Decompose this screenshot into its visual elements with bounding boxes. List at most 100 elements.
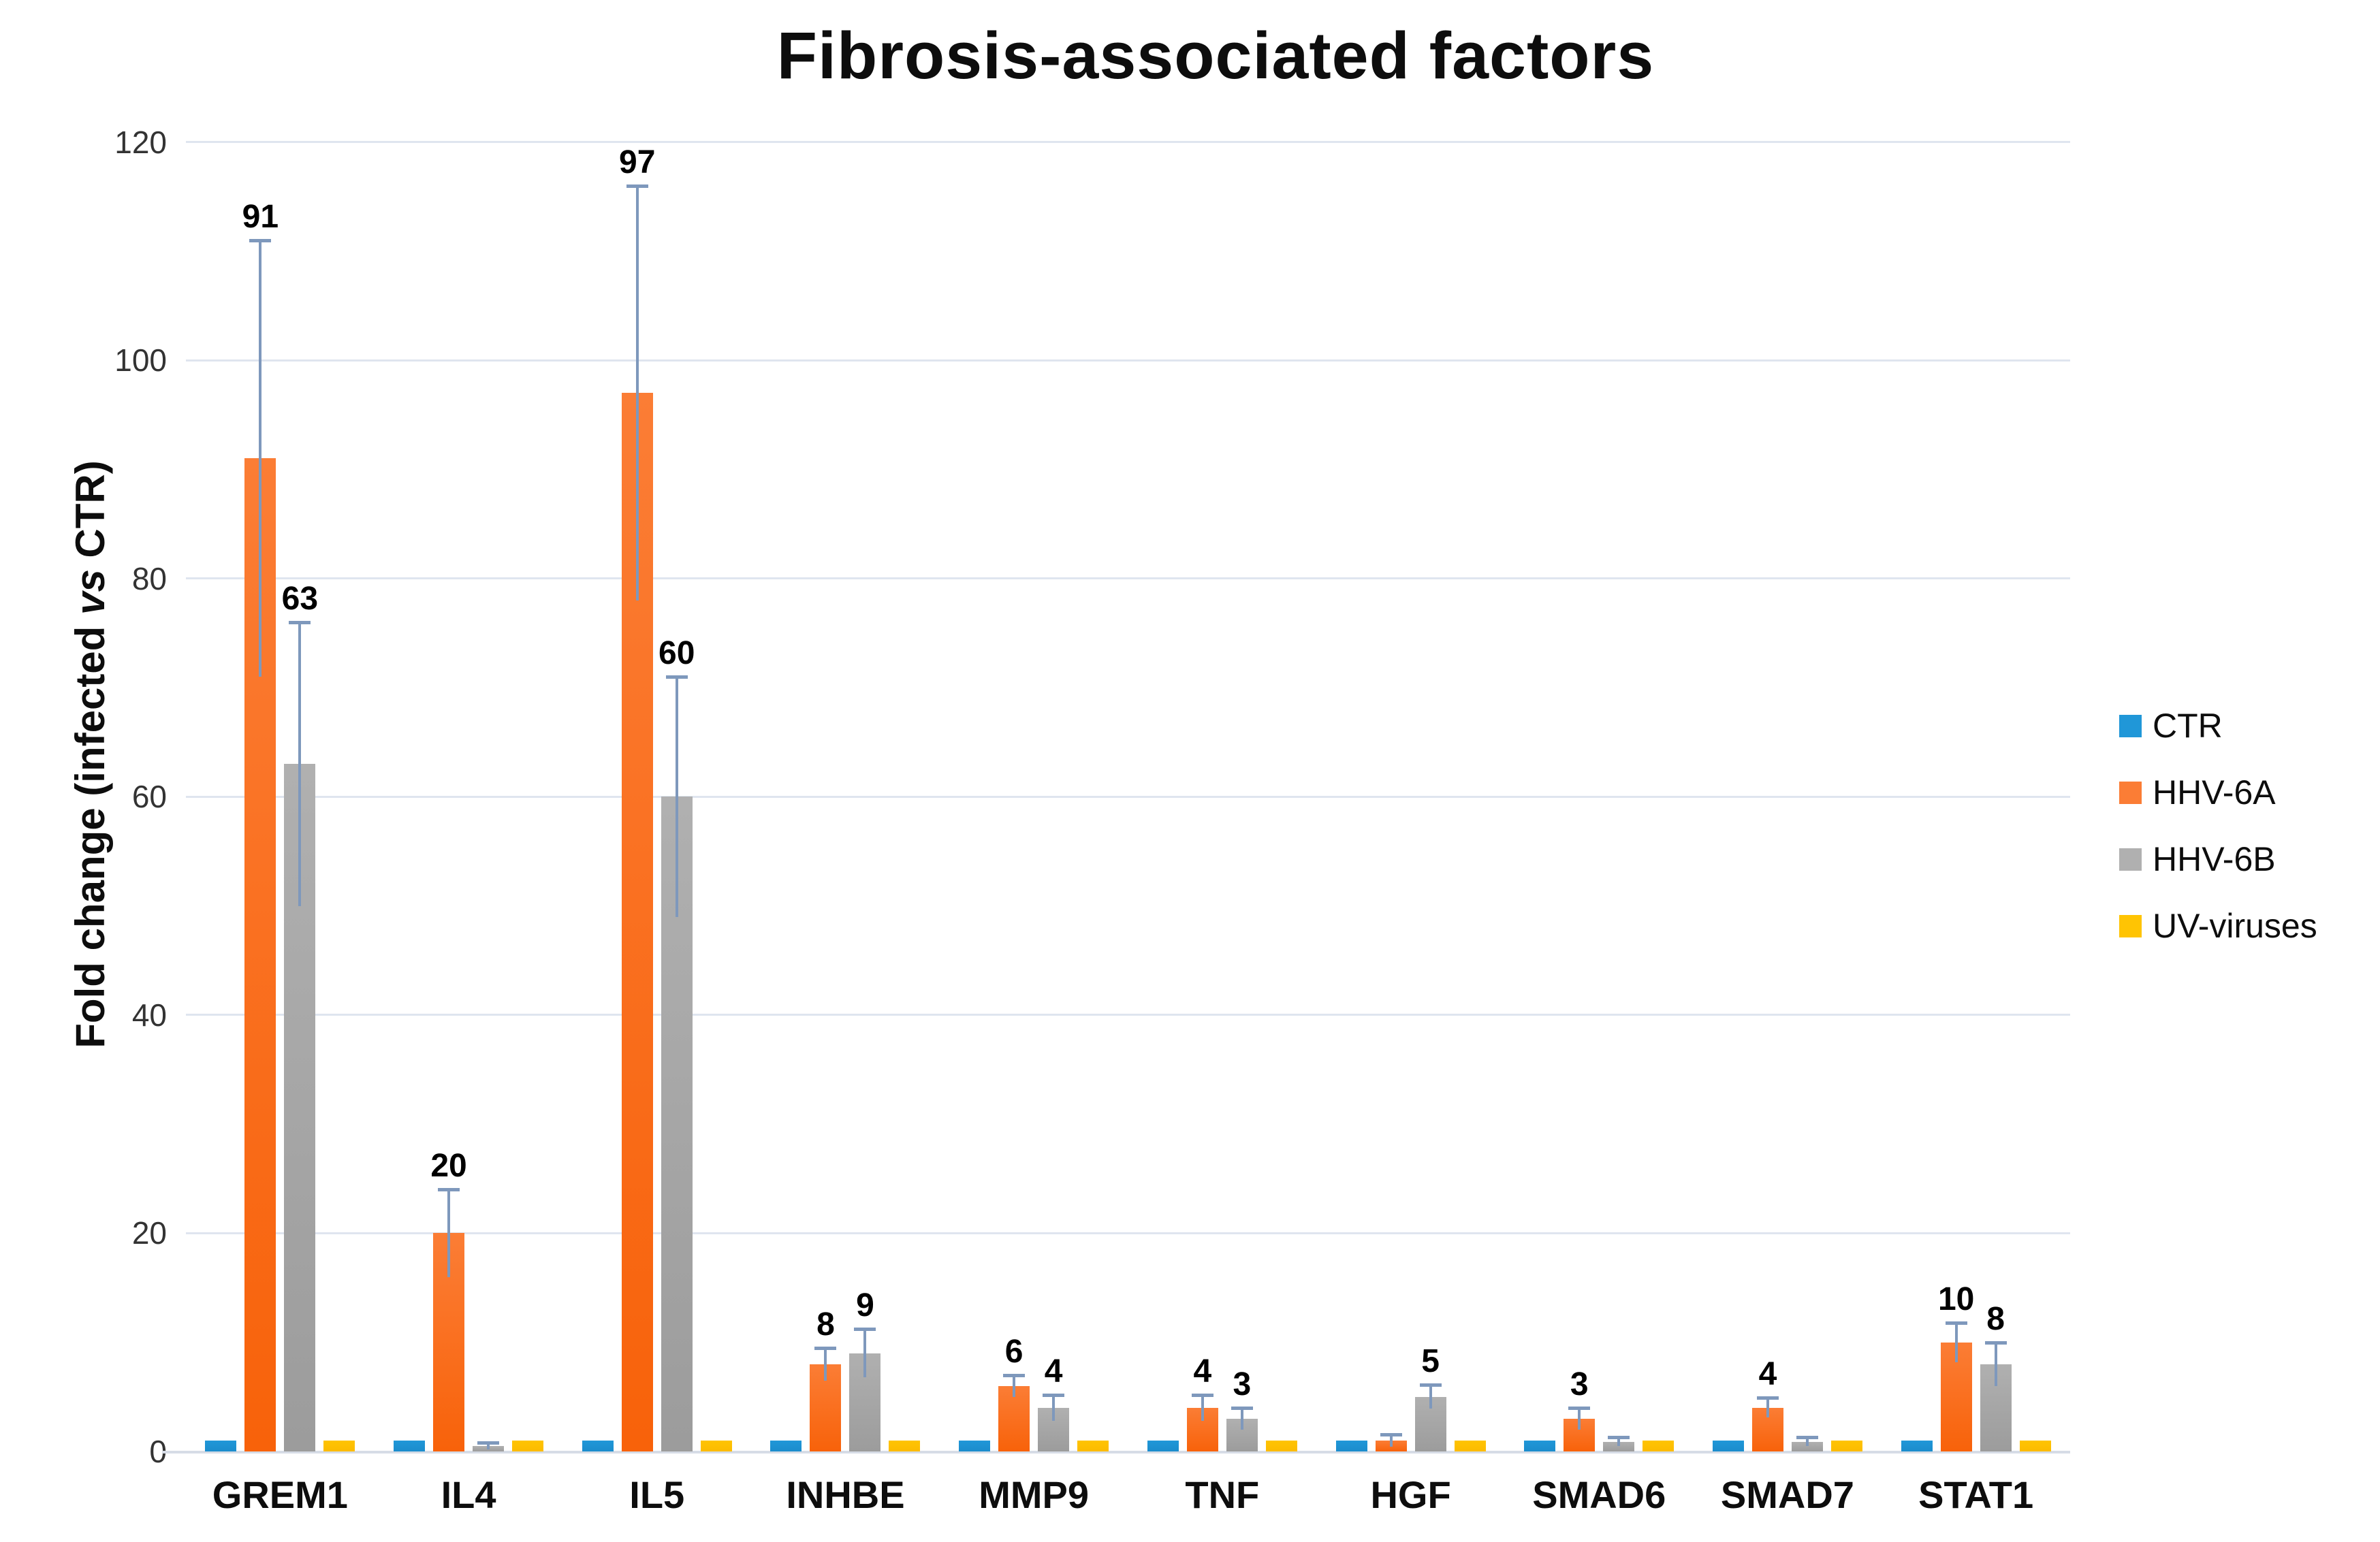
- bar-hhv-6b-smad6: [1603, 1441, 1635, 1451]
- bar-ctr-mmp9: [959, 1440, 991, 1451]
- legend-item-hhv-6a: HHV-6A: [2119, 773, 2317, 812]
- bar-ctr-il4: [394, 1440, 426, 1451]
- bar-value-label: 4: [1193, 1353, 1212, 1390]
- bar-uv-viruses-il4: [512, 1440, 544, 1451]
- bar-value-label: 63: [281, 580, 319, 617]
- bar-uv-viruses-inhbe: [889, 1440, 921, 1451]
- error-bar: [1578, 1407, 1581, 1430]
- error-bar: [1052, 1394, 1056, 1421]
- y-tick-label: 60: [131, 779, 167, 815]
- bar-value-label: 60: [659, 635, 695, 672]
- error-bar-cap: [1568, 1406, 1591, 1410]
- legend: CTR HHV-6A HHV-6B UV-viruses: [2119, 707, 2317, 975]
- error-bar-cap: [854, 1328, 876, 1332]
- error-bar-cap: [1419, 1383, 1442, 1387]
- gridline: [186, 577, 2070, 580]
- legend-item-hhv-6b: HHV-6B: [2119, 840, 2317, 878]
- error-bar-cap: [289, 620, 311, 624]
- bar-value-label: 97: [619, 144, 656, 180]
- x-tick-label-mmp9: MMP9: [979, 1473, 1090, 1516]
- bar-value-label: 5: [1421, 1343, 1440, 1380]
- gridline: [186, 359, 2070, 362]
- bar-uv-viruses-hgf: [1454, 1440, 1486, 1451]
- bar-value-label: 10: [1937, 1281, 1975, 1317]
- x-tick-label-hgf: HGF: [1370, 1473, 1451, 1516]
- error-bar-cap: [1796, 1436, 1818, 1440]
- error-bar-cap: [665, 675, 688, 679]
- bar-value-label: 4: [1758, 1356, 1777, 1393]
- error-bar: [259, 240, 262, 677]
- error-bar-cap: [438, 1188, 460, 1192]
- y-tick-label: 100: [114, 342, 167, 379]
- bar-value-label: 8: [816, 1306, 835, 1343]
- bar-value-label: 3: [1233, 1366, 1252, 1402]
- chart-title: Fibrosis-associated factors: [776, 18, 1655, 93]
- error-bar: [447, 1189, 451, 1277]
- x-tick-label-il4: IL4: [441, 1473, 496, 1516]
- y-tick-label: 0: [149, 1434, 167, 1469]
- y-axis-title: Fold change (infected vs CTR): [67, 460, 114, 1048]
- error-bar: [1389, 1434, 1393, 1447]
- bar-ctr-hgf: [1335, 1440, 1367, 1451]
- error-bar: [824, 1347, 827, 1381]
- y-axis-title-prefix: Fold change (infected: [67, 615, 113, 1048]
- bar-uv-viruses-grem1: [323, 1440, 355, 1451]
- x-tick-label-stat1: STAT1: [1918, 1473, 2034, 1516]
- bar-uv-viruses-il5: [700, 1440, 732, 1451]
- x-tick-label-il5: IL5: [629, 1473, 685, 1516]
- legend-label: CTR: [2153, 707, 2223, 745]
- gridline: [186, 1014, 2070, 1016]
- error-bar-cap: [1984, 1340, 2007, 1345]
- gridline: [186, 1232, 2070, 1234]
- bar-value-label: 3: [1570, 1366, 1589, 1402]
- bar-ctr-stat1: [1901, 1440, 1933, 1451]
- bar-value-label: 20: [430, 1148, 467, 1185]
- bar-ctr-smad7: [1712, 1440, 1744, 1451]
- error-bar-cap: [1231, 1406, 1253, 1410]
- bar-ctr-il5: [582, 1440, 614, 1451]
- error-bar-cap: [1945, 1321, 1967, 1325]
- error-bar: [298, 622, 302, 906]
- x-axis-line: [162, 1451, 2070, 1453]
- legend-swatch-icon: [2119, 848, 2142, 871]
- bar-hhv-6b-smad7: [1791, 1441, 1823, 1451]
- bar-uv-viruses-tnf: [1265, 1440, 1297, 1451]
- bar-value-label: 6: [1004, 1333, 1024, 1370]
- error-bar-cap: [1003, 1373, 1026, 1377]
- bar-value-label: 91: [242, 198, 279, 235]
- error-bar-cap: [814, 1346, 837, 1350]
- error-bar: [1617, 1437, 1621, 1446]
- bar-uv-viruses-smad7: [1830, 1440, 1862, 1451]
- y-tick-label: 40: [131, 997, 167, 1033]
- bar-uv-viruses-mmp9: [1077, 1440, 1109, 1451]
- bar-value-label: 4: [1044, 1353, 1063, 1390]
- bar-ctr-smad6: [1524, 1440, 1556, 1451]
- legend-swatch-icon: [2119, 781, 2142, 804]
- bar-ctr-tnf: [1147, 1440, 1179, 1451]
- gridline: [186, 795, 2070, 798]
- legend-swatch-icon: [2119, 714, 2142, 737]
- error-bar-cap: [1043, 1393, 1065, 1397]
- error-bar: [1954, 1322, 1958, 1362]
- error-bar: [1994, 1342, 1997, 1386]
- y-tick-label: 80: [131, 560, 167, 596]
- bar-uv-viruses-stat1: [2019, 1440, 2051, 1451]
- y-tick-label: 120: [114, 124, 167, 160]
- legend-label: UV-viruses: [2153, 907, 2317, 945]
- error-bar: [1766, 1398, 1769, 1418]
- legend-item-uv-viruses: UV-viruses: [2119, 907, 2317, 945]
- error-bar-cap: [1756, 1396, 1779, 1400]
- bar-value-label: 8: [1986, 1300, 2005, 1337]
- bar-value-label: 9: [856, 1287, 874, 1324]
- x-tick-label-tnf: TNF: [1185, 1473, 1260, 1516]
- y-axis-title-suffix: CTR): [67, 460, 113, 570]
- legend-label: HHV-6B: [2153, 840, 2276, 878]
- error-bar-cap: [477, 1441, 500, 1445]
- y-tick-label: 20: [131, 1215, 167, 1251]
- error-bar-cap: [1608, 1436, 1630, 1440]
- x-tick-label-grem1: GREM1: [212, 1473, 348, 1516]
- error-bar: [675, 677, 678, 917]
- legend-swatch-icon: [2119, 914, 2142, 937]
- error-bar: [1201, 1394, 1204, 1421]
- error-bar-cap: [1191, 1393, 1213, 1397]
